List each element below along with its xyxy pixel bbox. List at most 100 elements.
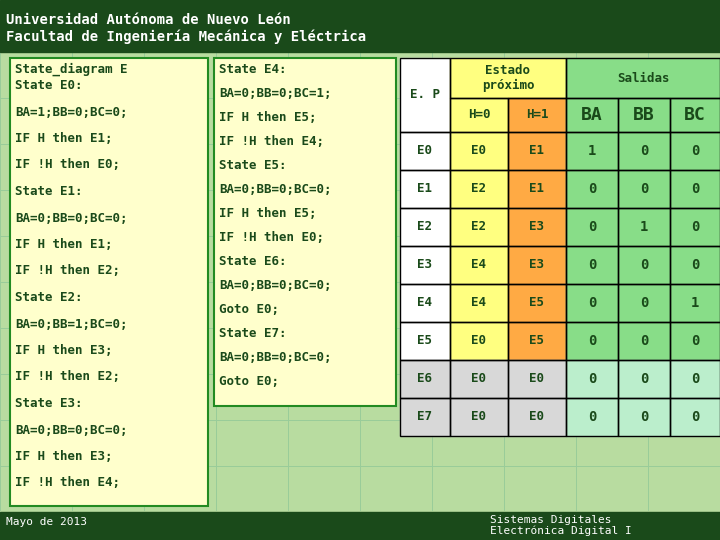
Text: 0: 0 — [640, 182, 648, 196]
Text: State_diagram E: State_diagram E — [15, 63, 127, 76]
Bar — [670, 208, 720, 246]
Bar — [450, 132, 508, 170]
Text: E2: E2 — [472, 183, 487, 195]
Bar — [450, 208, 508, 246]
Bar — [508, 246, 566, 284]
Bar — [400, 58, 450, 132]
Text: Mayo de 2013: Mayo de 2013 — [6, 517, 87, 527]
Bar — [670, 246, 720, 284]
Bar — [400, 322, 450, 360]
Bar — [450, 246, 508, 284]
Text: State E0:: State E0: — [15, 79, 83, 92]
Text: IF H then E3;: IF H then E3; — [15, 344, 112, 357]
Bar — [618, 360, 670, 398]
Bar — [450, 98, 508, 132]
Text: E4: E4 — [418, 296, 433, 309]
Bar — [400, 398, 450, 436]
Bar — [508, 98, 566, 132]
Bar — [450, 170, 508, 208]
Text: E3: E3 — [529, 220, 544, 233]
Text: IF H then E5;: IF H then E5; — [219, 111, 317, 124]
Text: E0: E0 — [472, 410, 487, 423]
Text: E4: E4 — [472, 259, 487, 272]
Text: State E4:: State E4: — [219, 63, 287, 76]
Text: BB: BB — [633, 106, 655, 124]
Text: IF H then E3;: IF H then E3; — [15, 450, 112, 463]
Text: E3: E3 — [529, 259, 544, 272]
Bar — [566, 398, 618, 436]
Text: State E6:: State E6: — [219, 255, 287, 268]
Bar — [508, 208, 566, 246]
Bar — [450, 208, 508, 246]
Text: Estado
próximo: Estado próximo — [482, 64, 534, 92]
Text: E7: E7 — [418, 410, 433, 423]
Text: 0: 0 — [588, 296, 596, 310]
Text: H=1: H=1 — [526, 109, 548, 122]
Text: 0: 0 — [690, 258, 699, 272]
Text: E5: E5 — [529, 334, 544, 348]
Text: 0: 0 — [640, 372, 648, 386]
Bar — [618, 98, 670, 132]
Bar — [508, 322, 566, 360]
Bar — [566, 284, 618, 322]
Text: E0: E0 — [472, 373, 487, 386]
Text: Salidas: Salidas — [617, 71, 670, 84]
Bar — [450, 360, 508, 398]
Bar — [618, 398, 670, 436]
Text: 0: 0 — [640, 144, 648, 158]
Bar — [670, 398, 720, 436]
Text: E2: E2 — [418, 220, 433, 233]
Bar — [450, 98, 508, 132]
Text: 0: 0 — [588, 258, 596, 272]
Text: BA=0;BB=0;BC=0;: BA=0;BB=0;BC=0; — [15, 423, 127, 436]
Text: State E7:: State E7: — [219, 327, 287, 340]
Text: 0: 0 — [588, 372, 596, 386]
Bar — [618, 322, 670, 360]
Bar — [0, 0, 720, 52]
Text: BC: BC — [684, 106, 706, 124]
Text: IF H then E1;: IF H then E1; — [15, 132, 112, 145]
Text: 0: 0 — [640, 258, 648, 272]
Text: BA=0;BB=0;BC=1;: BA=0;BB=0;BC=1; — [219, 87, 331, 100]
Bar — [566, 322, 618, 360]
Bar — [566, 170, 618, 208]
Text: BA=0;BB=0;BC=0;: BA=0;BB=0;BC=0; — [219, 279, 331, 292]
Bar — [670, 132, 720, 170]
Text: E4: E4 — [472, 296, 487, 309]
Text: 1: 1 — [690, 296, 699, 310]
Text: 0: 0 — [690, 182, 699, 196]
Bar — [566, 246, 618, 284]
Text: E0: E0 — [529, 410, 544, 423]
Text: 0: 0 — [588, 410, 596, 424]
Text: H=0: H=0 — [468, 109, 490, 122]
Bar — [618, 246, 670, 284]
Bar — [566, 246, 618, 284]
Text: 0: 0 — [588, 220, 596, 234]
Text: E3: E3 — [418, 259, 433, 272]
Bar — [10, 58, 208, 506]
Text: Goto E0;: Goto E0; — [219, 303, 279, 316]
Bar — [618, 170, 670, 208]
Text: BA=0;BB=0;BC=0;: BA=0;BB=0;BC=0; — [15, 212, 127, 225]
Bar — [566, 58, 720, 98]
Bar — [566, 208, 618, 246]
Text: 0: 0 — [690, 410, 699, 424]
Bar — [670, 246, 720, 284]
Text: IF H then E5;: IF H then E5; — [219, 207, 317, 220]
Bar — [566, 132, 618, 170]
Bar — [566, 284, 618, 322]
Bar — [0, 512, 720, 540]
Bar — [566, 398, 618, 436]
Bar — [566, 98, 618, 132]
Bar — [508, 98, 566, 132]
Bar — [508, 208, 566, 246]
Text: E0: E0 — [418, 145, 433, 158]
Text: E0: E0 — [472, 334, 487, 348]
Bar — [400, 208, 450, 246]
Bar — [566, 322, 618, 360]
Bar — [670, 132, 720, 170]
Bar — [450, 58, 566, 98]
Text: BA=1;BB=0;BC=0;: BA=1;BB=0;BC=0; — [15, 105, 127, 118]
Text: IF !H then E2;: IF !H then E2; — [15, 370, 120, 383]
Bar — [450, 284, 508, 322]
